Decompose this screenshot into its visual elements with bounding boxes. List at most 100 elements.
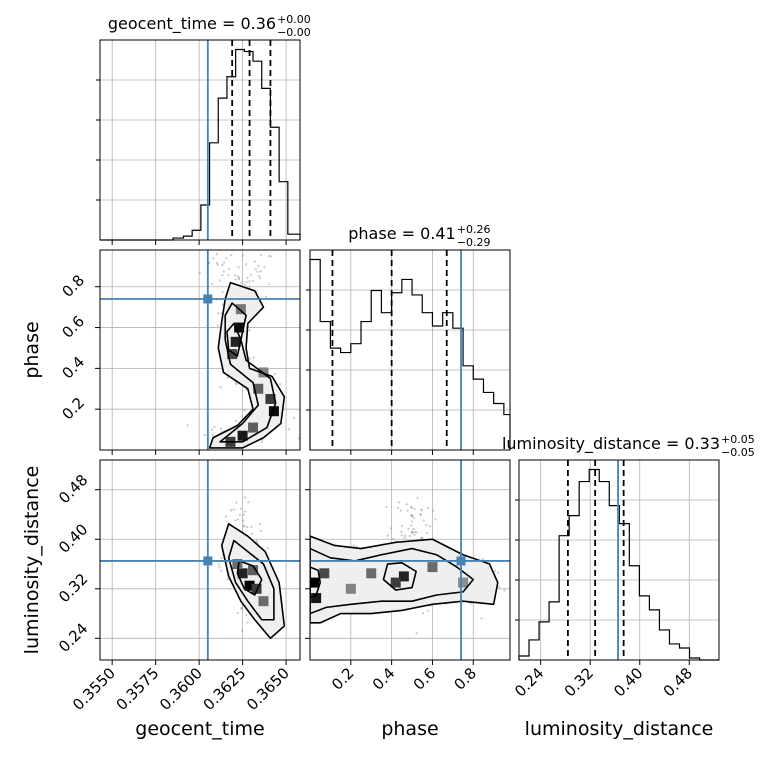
sample-point — [397, 501, 401, 504]
sample-point — [210, 428, 214, 431]
sample-point — [227, 273, 230, 277]
sample-point — [222, 270, 225, 273]
sample-point — [213, 425, 216, 429]
panel-frame — [99, 459, 301, 661]
sample-point — [481, 557, 484, 561]
sample-point — [266, 547, 269, 550]
sample-point — [278, 383, 282, 386]
sample-point — [427, 609, 430, 612]
sample-point — [235, 382, 238, 386]
sample-point — [420, 508, 423, 511]
sample-point — [415, 632, 418, 635]
sample-point — [420, 536, 423, 540]
sample-point — [400, 524, 404, 528]
sample-point — [221, 263, 224, 267]
contour-line — [310, 535, 499, 624]
title-luminosity_distance: luminosity_distance = 0.33 — [502, 434, 720, 454]
sample-point — [215, 261, 219, 265]
contour-line — [382, 561, 417, 591]
sample-point — [422, 519, 425, 522]
sample-point — [218, 566, 221, 569]
sample-point — [410, 506, 414, 509]
sample-point — [411, 515, 414, 518]
sample-point — [245, 613, 248, 617]
sample-point — [385, 505, 388, 509]
scatter-phase-luminosity_distance — [310, 496, 506, 635]
histogram-step — [100, 48, 301, 241]
sample-point — [250, 532, 253, 536]
sample-point — [235, 501, 238, 504]
x-tick-label: 0.3625 — [200, 664, 250, 714]
density-cell — [458, 577, 469, 588]
sample-point — [256, 270, 259, 274]
sample-point — [260, 254, 263, 257]
sample-point — [352, 544, 356, 547]
sample-point — [211, 282, 214, 286]
sample-point — [400, 534, 403, 537]
panel-titles: geocent_time = 0.36 +0.00−0.00 phase = 0.4… — [108, 13, 755, 459]
density-cell — [253, 383, 264, 394]
density-cell — [268, 406, 279, 417]
y-axis-label-phase: phase — [21, 321, 43, 378]
x-tick-label: 0.48 — [660, 664, 696, 700]
sample-point — [234, 278, 237, 281]
sample-point — [243, 510, 247, 513]
sample-point — [248, 285, 251, 288]
density-cell — [310, 577, 320, 588]
sample-point — [210, 455, 212, 457]
sample-point — [413, 507, 416, 511]
sample-point — [257, 274, 261, 277]
sample-point — [247, 501, 250, 504]
y-tick-label: 0.24 — [55, 619, 91, 655]
histogram-luminosity_distance — [518, 460, 719, 661]
contour-line — [310, 566, 322, 599]
sample-point — [253, 260, 256, 263]
density-cell — [258, 596, 269, 607]
sample-point — [255, 539, 258, 542]
sample-point — [246, 525, 249, 529]
sample-point — [273, 373, 276, 376]
sample-point — [248, 329, 251, 332]
contour-line — [219, 302, 277, 443]
density-cell — [390, 577, 401, 588]
sample-point — [260, 441, 264, 444]
sample-point — [203, 433, 206, 437]
sample-point — [411, 520, 414, 523]
contour-line — [236, 560, 263, 596]
title-plus-luminosity_distance: +0.05 — [721, 433, 755, 446]
panel-frame — [99, 249, 301, 451]
title-minus-luminosity_distance: −0.05 — [721, 446, 755, 459]
contour-line — [310, 547, 475, 615]
sample-point — [264, 295, 268, 298]
sample-point — [236, 611, 239, 615]
sample-point — [355, 545, 358, 548]
density-cell — [265, 393, 276, 404]
sample-point — [212, 454, 214, 456]
contour-line — [220, 522, 286, 640]
sample-point — [493, 569, 496, 573]
sample-point — [411, 531, 414, 534]
density-cell — [366, 568, 377, 579]
sample-point — [239, 507, 242, 510]
sample-point — [216, 263, 219, 266]
sample-point — [399, 509, 403, 512]
x-tick-label: 0.32 — [561, 664, 597, 700]
sample-point — [208, 261, 211, 264]
sample-point — [229, 465, 231, 467]
sample-point — [240, 607, 243, 610]
density-cell — [345, 583, 356, 594]
sample-point — [243, 525, 246, 528]
title-plus-geocent_time: +0.00 — [277, 13, 311, 26]
sample-point — [425, 531, 429, 534]
sample-point — [496, 571, 500, 574]
x-tick-label: 0.8 — [450, 664, 480, 694]
sample-point — [254, 268, 257, 271]
sample-point — [411, 530, 414, 533]
x-axis-label-phase: phase — [381, 718, 438, 740]
sample-point — [386, 534, 389, 537]
sample-point — [426, 506, 429, 509]
y-tick-label: 0.4 — [58, 353, 88, 383]
sample-point — [248, 280, 251, 283]
histogram-step — [309, 258, 511, 450]
sample-point — [407, 527, 410, 530]
